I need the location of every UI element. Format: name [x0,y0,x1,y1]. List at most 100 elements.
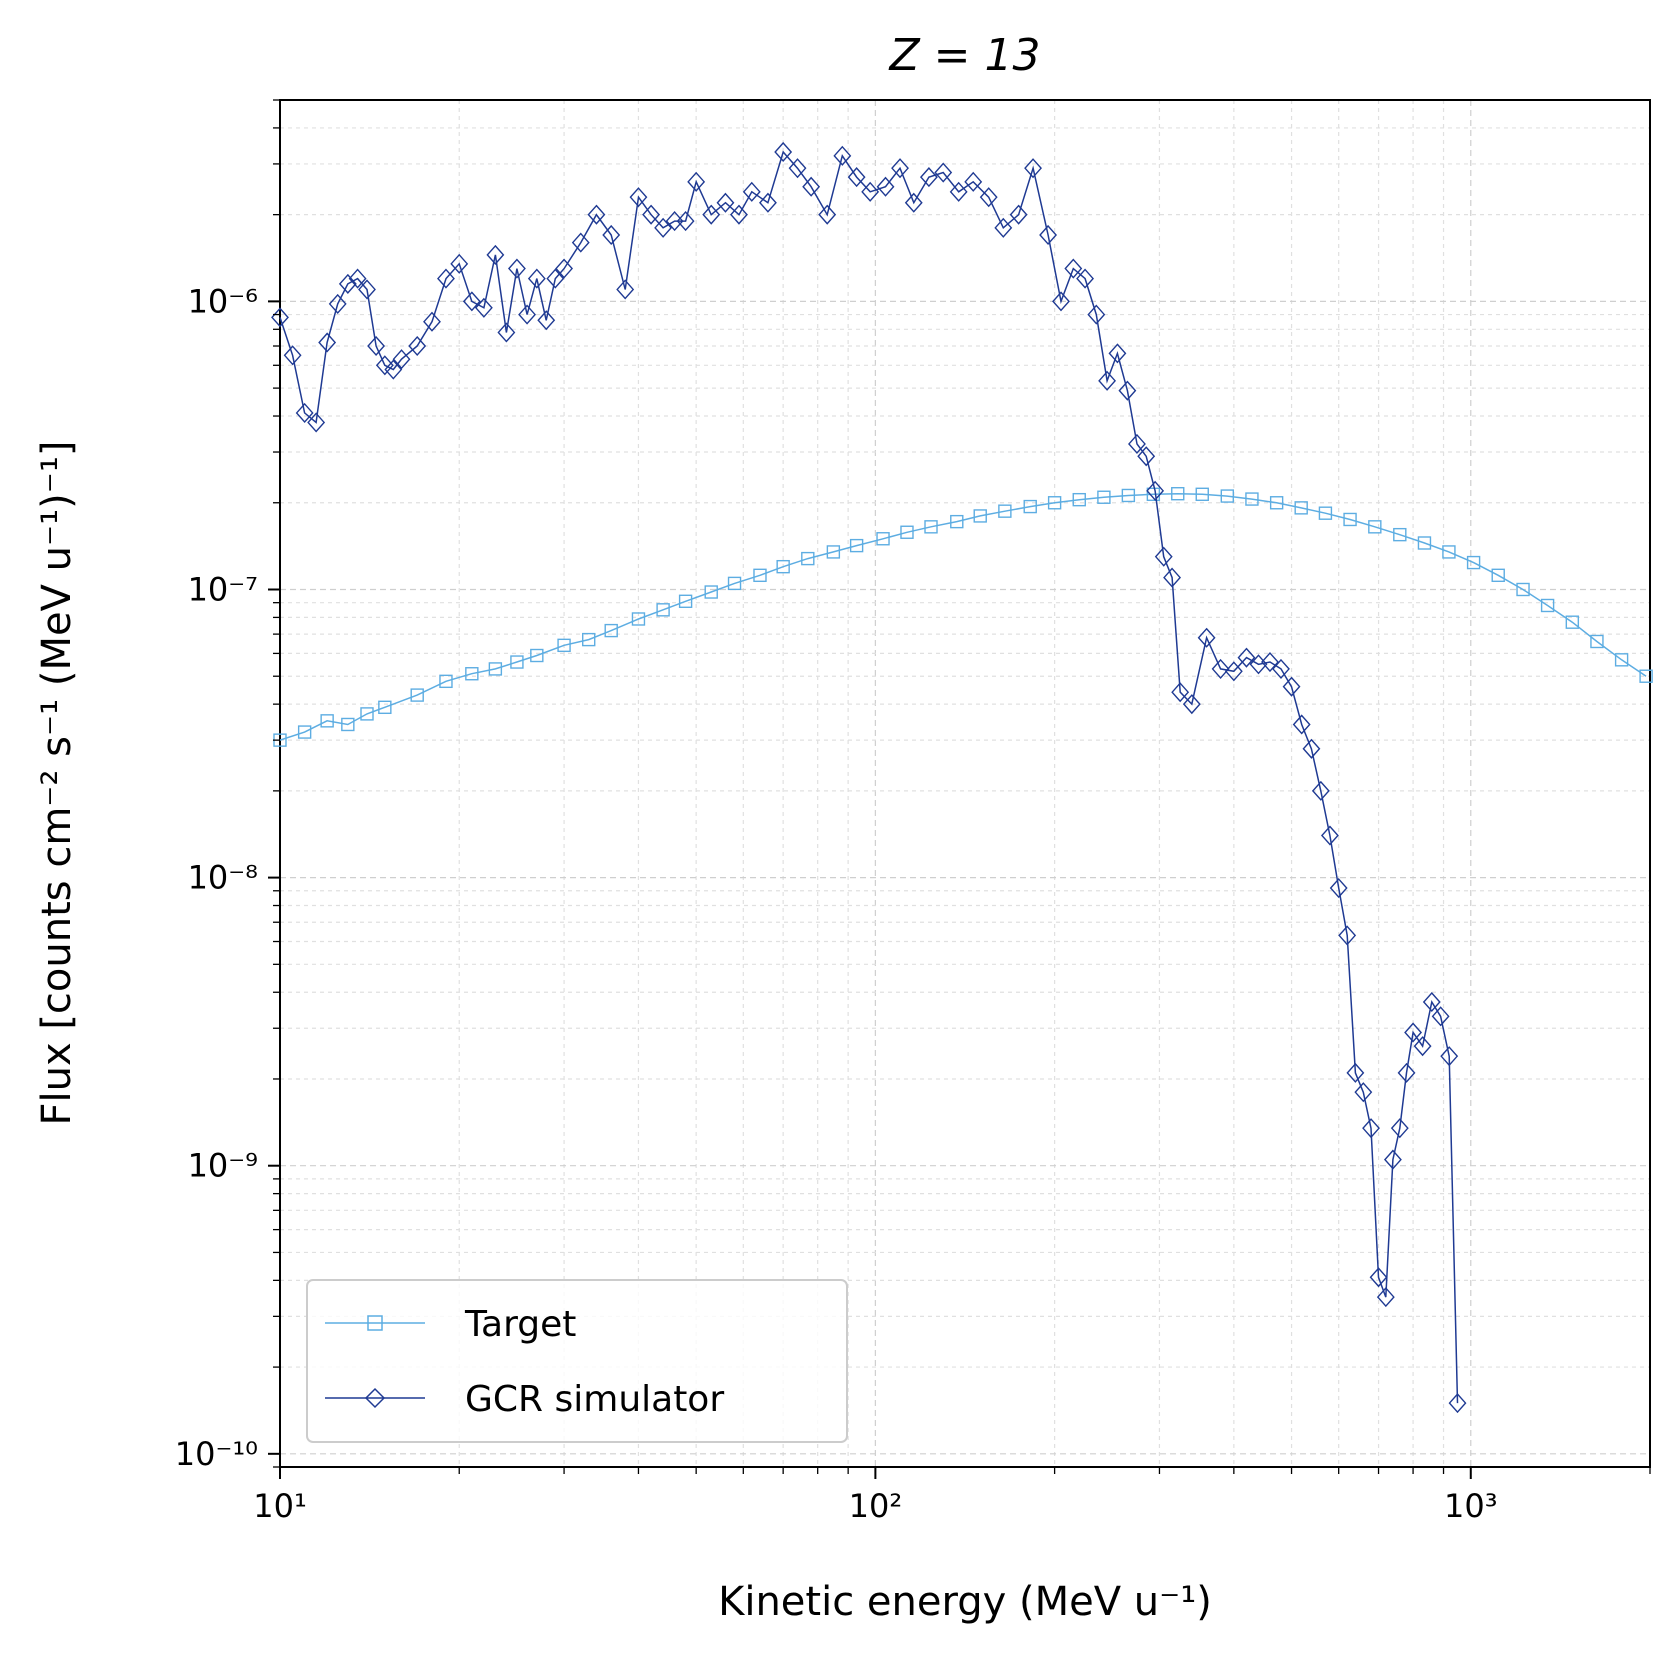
data-point [360,707,374,721]
data-point [1097,490,1111,504]
data-point [1024,158,1042,179]
data-point [1171,682,1190,703]
data-point [964,171,983,192]
data-point [1614,653,1629,667]
data-point [341,717,355,732]
data-point [1448,1393,1467,1414]
data-point [1064,258,1083,279]
data-point [774,141,793,163]
data-point [367,335,386,357]
data-point [497,322,516,343]
data-point [1639,669,1653,683]
data-point [704,585,718,599]
data-point [571,232,590,253]
data-point [1354,1082,1373,1103]
data-point [530,648,544,663]
data-point [994,217,1013,238]
y-tick-label: 10⁻⁸ [188,859,258,897]
data-point [1413,1036,1432,1057]
data-point [271,307,289,328]
x-axis-label: Kinetic energy (MeV u⁻¹) [718,1579,1212,1625]
data-point [1052,291,1070,312]
data-point [727,576,742,591]
data-point [1220,489,1234,503]
data-point [716,192,735,213]
data-point [486,244,505,265]
data-point [462,291,481,312]
data-point [876,176,895,197]
data-point [1261,651,1279,673]
data-point [654,217,673,238]
data-point [450,253,469,274]
data-point [1442,545,1456,559]
data-point [582,632,596,647]
data-point [1137,446,1156,467]
data-point [1098,370,1117,391]
y-tick-label: 10⁻⁷ [188,570,258,608]
data-point [801,551,815,566]
data-point [1302,738,1321,759]
data-point [742,181,761,202]
data-point [1269,496,1284,510]
data-point [1393,527,1407,542]
data-point [950,514,964,529]
data-point [1320,825,1339,846]
data-point [358,279,376,300]
data-point [587,204,606,225]
legend-label-target: Target [464,1304,576,1345]
data-point [1197,627,1216,648]
data-point [1311,780,1330,801]
data-point [1118,380,1137,401]
data-point [1565,615,1580,629]
data-point [507,258,526,279]
x-tick-label: 10² [849,1487,903,1525]
data-point [861,181,880,202]
data-point [702,204,721,225]
data-point [1146,480,1165,501]
data-point [392,349,411,370]
data-point [998,504,1012,518]
data-point [1237,647,1256,668]
data-point [1195,487,1209,501]
data-point [616,279,635,300]
data-point [1346,1062,1365,1083]
data-point [1076,268,1095,289]
legend-box [306,1279,848,1443]
series-line [279,150,1459,1404]
data-point [1023,499,1037,514]
data-point [1540,598,1555,613]
data-point [1516,582,1530,597]
data-point [1245,492,1259,506]
data-point [818,204,837,225]
data-point [847,167,866,188]
data-point [537,310,556,331]
data-point [1417,536,1432,550]
data-point [1491,568,1505,583]
data-point [629,187,648,208]
y-axis-label: Flux [counts cm⁻² s⁻¹ (MeV u⁻¹)⁻¹] [34,440,80,1125]
data-point [338,273,357,294]
data-point [642,204,661,225]
data-point [408,335,427,357]
legend: Target GCR simulator [306,1279,848,1443]
data-point [1128,433,1146,455]
data-point [518,304,537,325]
data-point [1466,555,1481,570]
data-point [1590,634,1604,649]
data-point [949,181,968,202]
data-point [348,268,367,289]
data-point [776,559,790,574]
data-point [934,162,953,183]
data-point [604,623,618,638]
data-point [510,655,524,669]
data-point [1318,506,1333,520]
data-point [730,204,748,225]
data-point [1343,512,1357,527]
data-point [546,268,565,289]
data-point [753,568,767,583]
data-point [1329,877,1348,899]
data-point [1362,1118,1380,1139]
legend-marker-target [367,1315,383,1331]
data-point [1047,496,1062,510]
